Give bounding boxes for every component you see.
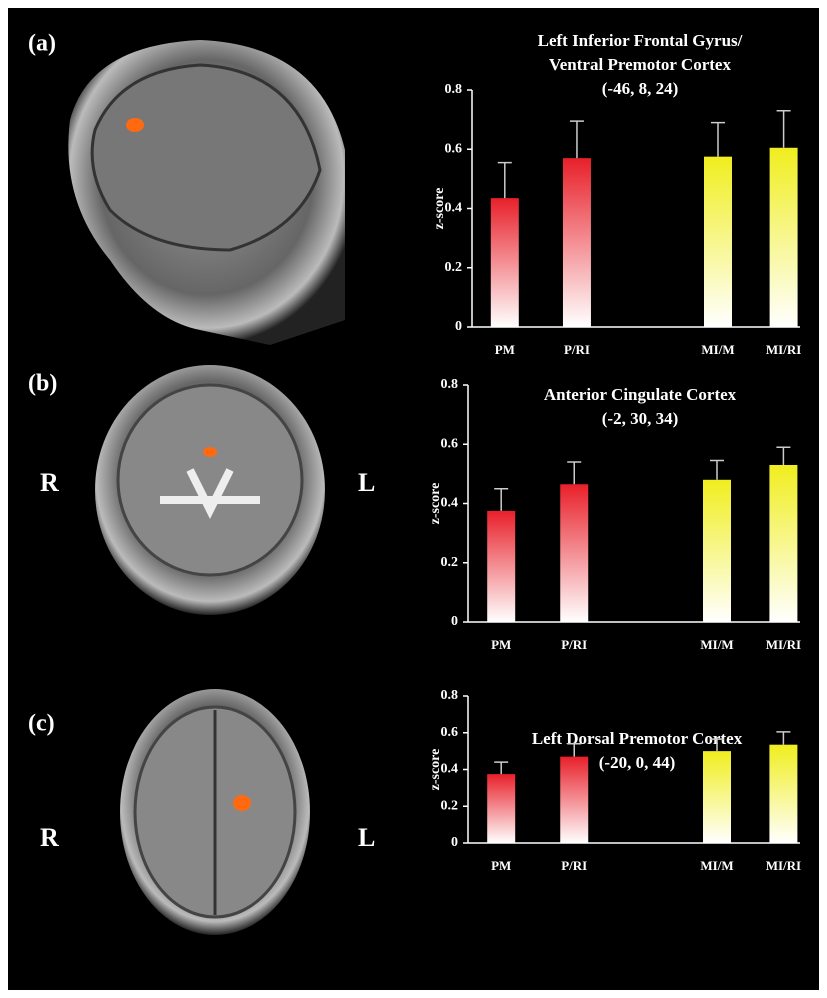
chart-subtitle: (-2, 30, 34) [602,409,678,428]
y-tick-label: 0 [455,319,462,334]
x-tick-label: PM [495,342,515,357]
panel-label: (b) [28,371,57,397]
x-tick-label: MI/RI [766,342,801,357]
bar [560,484,588,622]
side-label: R [40,468,59,497]
chart-title: Ventral Premotor Cortex [549,55,731,74]
y-tick-label: 0.8 [445,82,463,97]
bar [563,158,591,327]
bar [704,157,732,327]
x-tick-label: MI/M [700,637,733,652]
figure: (a) (b) R L (c) R L Left Inferior Frontal Gyrus… [0,0,827,998]
x-tick-label: MI/RI [766,637,801,652]
y-tick-label: 0.4 [441,762,459,777]
y-tick-label: 0.2 [441,555,459,570]
panel-label: (c) [28,711,55,737]
x-tick-label: MI/M [701,342,734,357]
bar [491,198,519,327]
bar [560,757,588,843]
bar [703,480,731,622]
x-tick-label: MI/M [700,858,733,873]
bar [770,148,798,327]
y-tick-label: 0.2 [445,260,463,275]
chart-title: Anterior Cingulate Cortex [544,385,737,404]
chart-title: Left Dorsal Premotor Cortex [532,729,743,748]
side-label: L [358,468,375,497]
y-tick-label: 0.6 [441,725,459,740]
y-tick-label: 0.8 [441,688,459,703]
y-tick-label: 0.4 [441,496,459,511]
bar [769,465,797,622]
bar [487,774,515,843]
chart-title: Left Inferior Frontal Gyrus/ [538,31,743,50]
bar [769,745,797,843]
x-tick-label: P/RI [561,637,587,652]
x-tick-label: MI/RI [766,858,801,873]
y-tick-label: 0.2 [441,798,459,813]
side-label: R [40,823,59,852]
x-tick-label: P/RI [561,858,587,873]
x-tick-label: P/RI [564,342,590,357]
panel-label: (a) [28,31,56,57]
y-tick-label: 0.6 [445,141,463,156]
y-tick-label: 0.8 [441,377,459,392]
bar [703,751,731,843]
y-tick-label: 0.4 [445,201,463,216]
chart-subtitle: (-46, 8, 24) [602,79,678,98]
chart-subtitle: (-20, 0, 44) [599,753,675,772]
y-tick-label: 0 [451,835,458,850]
brain-coronal [95,365,325,615]
bar [487,511,515,622]
side-label: L [358,823,375,852]
x-tick-label: PM [491,858,511,873]
y-tick-label: 0 [451,614,458,629]
y-tick-label: 0.6 [441,436,459,451]
brain-axial [120,689,310,935]
x-tick-label: PM [491,637,511,652]
